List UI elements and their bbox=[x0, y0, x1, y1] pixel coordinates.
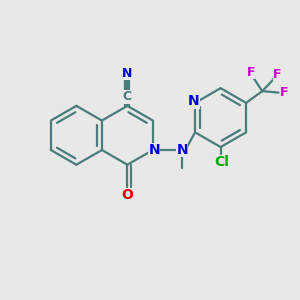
Text: F: F bbox=[247, 66, 255, 79]
Text: O: O bbox=[122, 188, 133, 202]
Text: F: F bbox=[273, 68, 282, 81]
Text: N: N bbox=[176, 143, 188, 157]
Text: F: F bbox=[280, 86, 289, 99]
Text: N: N bbox=[122, 67, 133, 80]
Text: N: N bbox=[148, 143, 160, 157]
Text: Cl: Cl bbox=[214, 155, 230, 170]
Text: N: N bbox=[188, 94, 200, 108]
Text: C: C bbox=[123, 91, 132, 103]
